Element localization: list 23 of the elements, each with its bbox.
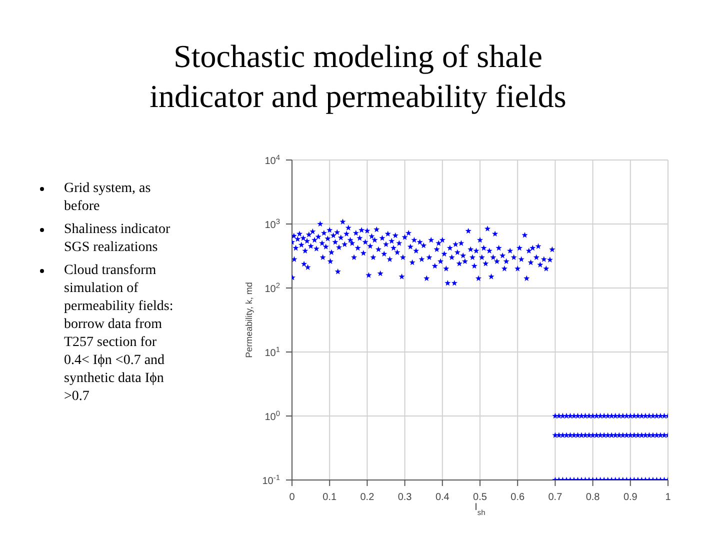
x-tick-label: 0.4 bbox=[435, 492, 450, 503]
x-tick-label: 0.3 bbox=[398, 492, 412, 503]
y-tick-label: 10$^{3}$ bbox=[264, 216, 280, 231]
y-tick-label: 10$^{1}$ bbox=[264, 344, 280, 359]
x-tick-label: 1 bbox=[665, 492, 672, 503]
y-tick-label: 10$^{0}$ bbox=[264, 408, 280, 423]
chart-title: Stochastic modeling of shale indicator and permeability fields bbox=[148, 37, 568, 116]
text: Grid system, as before bbox=[64, 181, 151, 214]
x-tick-label: 0.7 bbox=[548, 492, 563, 503]
x-tick-label: 0.5 bbox=[473, 492, 488, 503]
text: Cloud transform simulation of permeability fields: borrow data from T257 section for 0.4< Iϕn <0.7 and synthetic data Iϕn >0.7 bbox=[64, 263, 174, 404]
x-tick-label: 0.8 bbox=[586, 492, 600, 503]
x-tick-label: 0.9 bbox=[623, 492, 638, 503]
y-tick-label: 10$^{4}$ bbox=[264, 152, 280, 167]
x-tick-label: 0 bbox=[289, 492, 296, 503]
y-tick-label: 10$^{-1}$ bbox=[262, 472, 280, 487]
text: Shaliness indicator SGS realizations bbox=[64, 222, 170, 255]
x-tick-label: 0.1 bbox=[322, 492, 337, 503]
x-tick-label: 0.6 bbox=[510, 492, 525, 503]
y-tick-label: 10$^{2}$ bbox=[264, 280, 280, 295]
x-axis-title: I$_{sh}$ bbox=[474, 502, 486, 516]
y-axis-title: Permeability, k, md bbox=[244, 282, 254, 358]
x-tick-label: 0.2 bbox=[360, 492, 375, 503]
